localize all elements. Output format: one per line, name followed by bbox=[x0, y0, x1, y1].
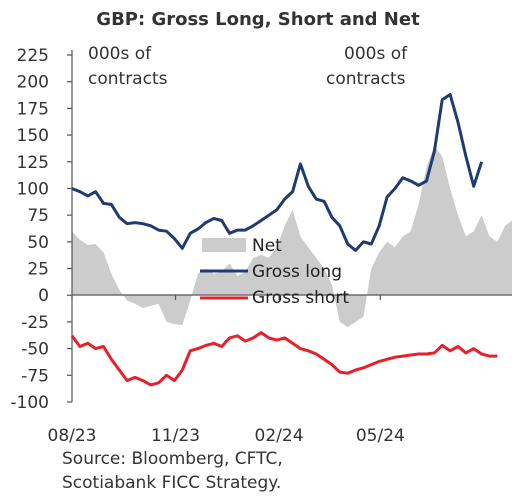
legend-label-gross-short: Gross short bbox=[252, 288, 349, 308]
y-tick-label: -25 bbox=[21, 313, 49, 333]
chart-title: GBP: Gross Long, Short and Net bbox=[96, 9, 420, 30]
unit-left-line2: contracts bbox=[88, 69, 168, 89]
x-tick-label: 11/23 bbox=[151, 426, 200, 446]
gross-short-line bbox=[70, 331, 498, 387]
source-line-2: Scotiabank FICC Strategy. bbox=[62, 473, 282, 493]
net-area bbox=[72, 145, 512, 328]
x-tick-label: 05/24 bbox=[356, 426, 405, 446]
y-tick-label: 200 bbox=[17, 73, 49, 93]
legend: Net Gross long bbox=[200, 236, 342, 300]
y-tick-label: 150 bbox=[17, 126, 49, 146]
x-ticks: 08/23 11/23 02/24 05/24 bbox=[48, 295, 405, 446]
legend-label-net: Net bbox=[252, 236, 282, 256]
y-tick-label: 100 bbox=[17, 179, 49, 199]
y-tick-label: 225 bbox=[17, 46, 49, 66]
y-ticks: 225 200 175 150 125 100 75 50 25 0 -25 -50 -75 -100 bbox=[10, 46, 72, 413]
y-tick-label: 50 bbox=[27, 233, 49, 253]
y-tick-label: 0 bbox=[38, 286, 49, 306]
y-tick-label: -50 bbox=[21, 340, 49, 360]
unit-right-line2: contracts bbox=[326, 69, 406, 89]
unit-left-line1: 000s of bbox=[88, 44, 152, 64]
source-line-1: Source: Bloomberg, CFTC, bbox=[62, 449, 283, 469]
y-tick-label: 175 bbox=[17, 99, 49, 119]
y-tick-label: 25 bbox=[27, 260, 49, 280]
source-note: Source: Bloomberg, CFTC, Scotiabank FICC… bbox=[62, 447, 283, 495]
legend-label-gross-long: Gross long bbox=[252, 262, 342, 282]
y-tick-label: -100 bbox=[10, 393, 49, 413]
legend-swatch-net bbox=[202, 238, 246, 252]
unit-right-line1: 000s of bbox=[344, 44, 408, 64]
gross-long-line bbox=[71, 93, 484, 252]
net-area-group bbox=[72, 145, 512, 328]
y-tick-label: -75 bbox=[21, 366, 49, 386]
y-tick-label: 75 bbox=[27, 206, 49, 226]
y-tick-label: 125 bbox=[17, 153, 49, 173]
x-tick-label: 08/23 bbox=[48, 426, 97, 446]
x-tick-label: 02/24 bbox=[255, 426, 304, 446]
